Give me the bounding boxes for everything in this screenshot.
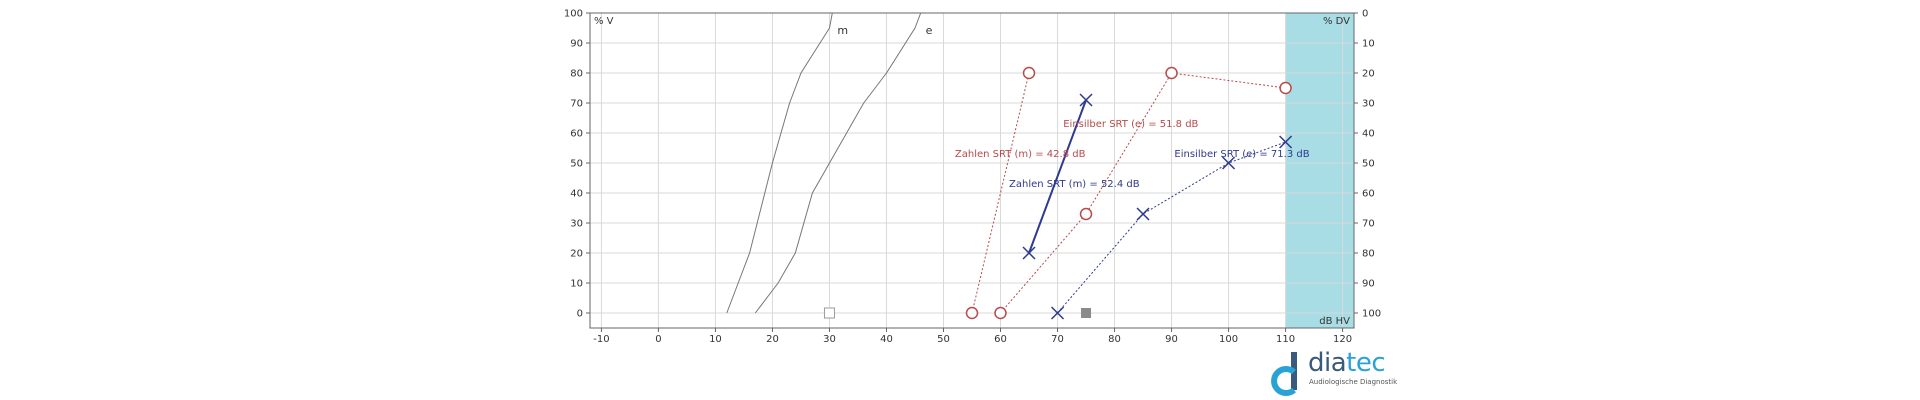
cross-marker [1050,306,1065,320]
reference-curve-e [754,12,922,314]
x-tick-label: 20 [766,334,779,345]
left-tick-label: 20 [570,249,583,260]
grid-lines [590,12,1354,328]
left-tick-label: 60 [570,129,583,140]
shaded-region [1285,13,1354,328]
right-tick-label: 100 [1362,309,1381,320]
srt-label: Zahlen SRT (m) = 52.4 dB [1009,179,1140,190]
reference-curve-label-e: e [926,24,933,37]
cross-marker [1079,93,1093,107]
logo-subtitle: Audiologische Diagnostik [1309,378,1398,386]
x-tick-label: 30 [823,334,836,345]
left-tick-label: 100 [564,9,583,20]
x-axis-label: dB HV [1319,316,1350,327]
logo-word-accent: tec [1346,348,1386,378]
reference-curve-m [726,12,833,314]
cross-marker-stroke [1136,207,1150,221]
srt-label: Zahlen SRT (m) = 42.8 dB [955,149,1086,160]
x-tick-label: 0 [655,334,661,345]
x-tick-label: 60 [994,334,1007,345]
srt-label: Einsilber SRT (e) = 51.8 dB [1063,119,1198,130]
audiogram-chart: -10 0 10 20 30 40 50 60 70 80 90 100 110 120010203040… [564,9,1381,346]
left-tick-label: 80 [570,69,583,80]
diatec-logo: diatec Audiologische Diagnostik [1268,348,1397,398]
right-tick-label: 90 [1362,279,1375,290]
circle-marker [994,306,1007,320]
logo-wordmark: diatec [1308,348,1386,378]
x-tick-label: 10 [709,334,722,345]
x-tick-label: 100 [1219,334,1238,345]
x-tick-label: 70 [1051,334,1064,345]
srt-label: Einsilber SRT (e) = 71.3 dB [1174,149,1309,160]
right-tick-label: 30 [1362,99,1375,110]
cross-marker-stroke [1022,246,1036,260]
left-tick-label: 40 [570,189,583,200]
circle-marker [1079,207,1093,221]
cross-marker-stroke [1222,156,1236,170]
plot-frame [589,12,1355,329]
right-tick-label: 10 [1362,39,1375,50]
right-tick-label: 70 [1362,219,1375,230]
x-tick-label: 80 [1108,334,1121,345]
logo-word-dark: dia [1308,348,1347,378]
x-tick-label: -10 [593,334,609,345]
x-tick-label: 90 [1165,334,1178,345]
cross-marker [1022,246,1036,260]
cross-marker [1279,135,1293,149]
circle-marker [1165,66,1178,80]
left-tick-label: 10 [570,279,583,290]
open-square-symbol [823,307,835,319]
cross-marker-stroke [1050,306,1065,320]
cross-marker-stroke [1079,93,1093,107]
right-tick-label: 60 [1362,189,1375,200]
right-tick-label: 80 [1362,249,1375,260]
left-tick-label: 30 [570,219,583,230]
cross-marker-stroke [1279,135,1293,149]
right-axis-label: % DV [1323,16,1350,27]
series-line-3 [1057,141,1286,314]
x-tick-label: 40 [880,334,893,345]
circle-marker [1279,81,1292,95]
right-tick-label: 40 [1362,129,1375,140]
cross-marker [1136,207,1150,221]
left-tick-label: 50 [570,159,583,170]
right-tick-label: 20 [1362,69,1375,80]
reference-curve-label-m: m [837,24,848,37]
series-line-2 [1028,99,1087,254]
left-tick-label: 0 [577,309,583,320]
right-tick-label: 0 [1362,9,1368,20]
right-tick-label: 50 [1362,159,1375,170]
x-tick-label: 110 [1276,334,1295,345]
series-line-0 [971,72,1030,314]
left-tick-label: 70 [570,99,583,110]
x-tick-label: 120 [1333,334,1352,345]
circle-marker [965,306,979,320]
circle-marker [1022,66,1036,80]
left-axis-label: % V [594,16,614,27]
diatec-logo-mark-icon [1271,352,1297,396]
series-line-1 [1000,72,1286,314]
x-tick-label: 50 [937,334,950,345]
filled-square-symbol [1081,308,1092,318]
left-tick-label: 90 [570,39,583,50]
cross-marker [1222,156,1236,170]
